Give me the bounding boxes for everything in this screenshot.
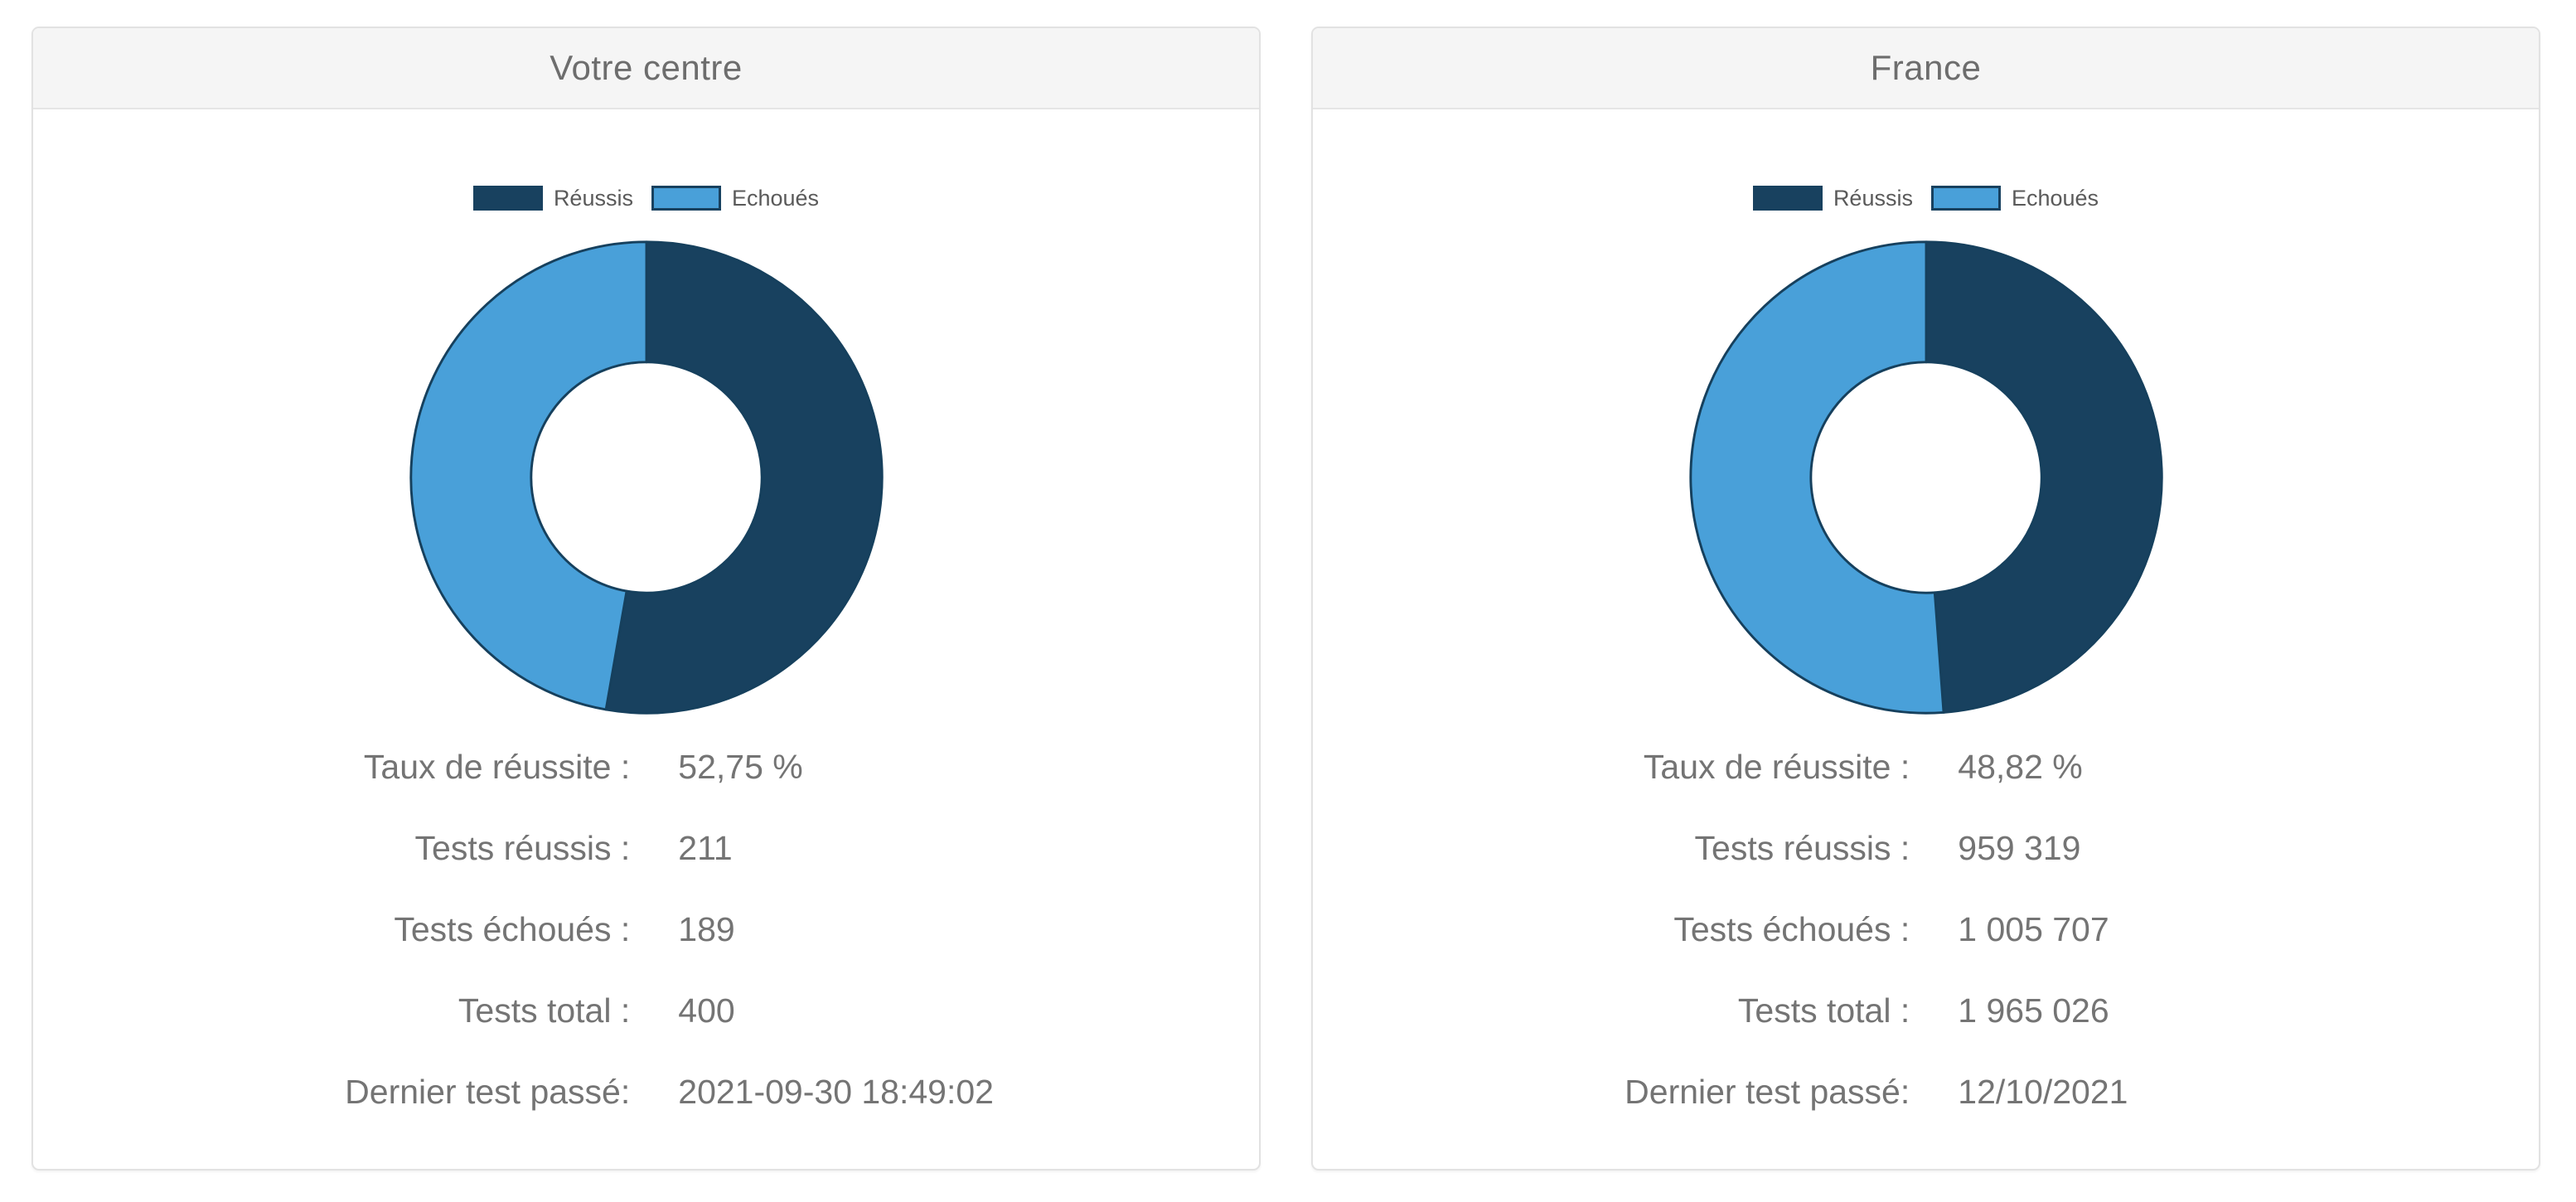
stat-value: 189 xyxy=(678,910,735,948)
donut-slice-réussis xyxy=(604,240,884,715)
chart-legend: Réussis Echoués xyxy=(1752,185,2099,211)
stat-value: 959 319 xyxy=(1958,829,2081,867)
stat-label: Taux de réussite : xyxy=(1643,748,1910,786)
stat-value: 48,82 % xyxy=(1958,748,2083,786)
stat-row-reussis: Tests réussis : 211 xyxy=(33,824,1259,872)
stat-row-total: Tests total : 1 965 026 xyxy=(1313,986,2539,1035)
legend-label-reussis: Réussis xyxy=(1833,185,1913,211)
stat-label: Taux de réussite : xyxy=(363,748,631,786)
stat-label: Tests échoués : xyxy=(1673,910,1910,948)
donut-slice-echoués xyxy=(409,240,647,711)
stat-row-total: Tests total : 400 xyxy=(33,986,1259,1035)
donut-slice-echoués xyxy=(1688,240,1945,715)
stat-label: Tests échoués : xyxy=(394,910,631,948)
stat-value: 52,75 % xyxy=(678,748,803,786)
stat-row-echoues: Tests échoués : 1 005 707 xyxy=(1313,905,2539,953)
donut-chart-france xyxy=(1684,235,2168,720)
legend-item-echoues: Echoués xyxy=(1930,185,2099,211)
stats-list: Taux de réussite : 48,82 % Tests réussis… xyxy=(1313,743,2539,1149)
stats-list: Taux de réussite : 52,75 % Tests réussis… xyxy=(33,743,1259,1149)
stat-value: 12/10/2021 xyxy=(1958,1073,2128,1111)
stat-value: 211 xyxy=(678,829,733,867)
stat-label: Dernier test passé: xyxy=(1625,1073,1910,1111)
legend-item-reussis: Réussis xyxy=(1752,185,1913,211)
panel-body: Réussis Echoués Taux de réussite : 48,82… xyxy=(1313,109,2539,1149)
stat-label: Tests total : xyxy=(1737,991,1910,1030)
panel-title: Votre centre xyxy=(550,48,743,87)
stat-row-reussis: Tests réussis : 959 319 xyxy=(1313,824,2539,872)
stat-value: 2021-09-30 18:49:02 xyxy=(678,1073,994,1111)
stat-label: Tests réussis : xyxy=(1694,829,1910,867)
panel-title: France xyxy=(1870,48,1982,87)
stat-value: 1 005 707 xyxy=(1958,910,2109,948)
panel-votre-centre: Votre centre Réussis Echoués Taux de réu… xyxy=(31,27,1261,1170)
legend-swatch-echoues xyxy=(651,186,721,211)
chart-legend: Réussis Echoués xyxy=(472,185,819,211)
stat-value: 400 xyxy=(678,991,735,1030)
stat-row-echoues: Tests échoués : 189 xyxy=(33,905,1259,953)
legend-item-reussis: Réussis xyxy=(472,185,633,211)
legend-label-echoues: Echoués xyxy=(2011,185,2099,211)
panel-heading: Votre centre xyxy=(33,28,1259,109)
legend-swatch-reussis xyxy=(1752,186,1823,211)
stat-label: Tests total : xyxy=(458,991,631,1030)
stat-row-taux: Taux de réussite : 48,82 % xyxy=(1313,743,2539,791)
legend-label-echoues: Echoués xyxy=(731,185,820,211)
panel-france: France Réussis Echoués Taux de réussite … xyxy=(1311,27,2540,1170)
legend-swatch-echoues xyxy=(1930,186,2001,211)
donut-slice-réussis xyxy=(1925,240,2163,714)
stat-value: 1 965 026 xyxy=(1958,991,2109,1030)
donut-chart-votre-centre xyxy=(404,235,889,720)
stat-row-dernier-test: Dernier test passé: 2021-09-30 18:49:02 xyxy=(33,1068,1259,1116)
legend-label-reussis: Réussis xyxy=(553,185,633,211)
stat-label: Dernier test passé: xyxy=(345,1073,631,1111)
panel-heading: France xyxy=(1313,28,2539,109)
stat-row-taux: Taux de réussite : 52,75 % xyxy=(33,743,1259,791)
stat-row-dernier-test: Dernier test passé: 12/10/2021 xyxy=(1313,1068,2539,1116)
legend-swatch-reussis xyxy=(472,186,543,211)
panel-body: Réussis Echoués Taux de réussite : 52,75… xyxy=(33,109,1259,1149)
stat-label: Tests réussis : xyxy=(414,829,631,867)
legend-item-echoues: Echoués xyxy=(651,186,819,211)
